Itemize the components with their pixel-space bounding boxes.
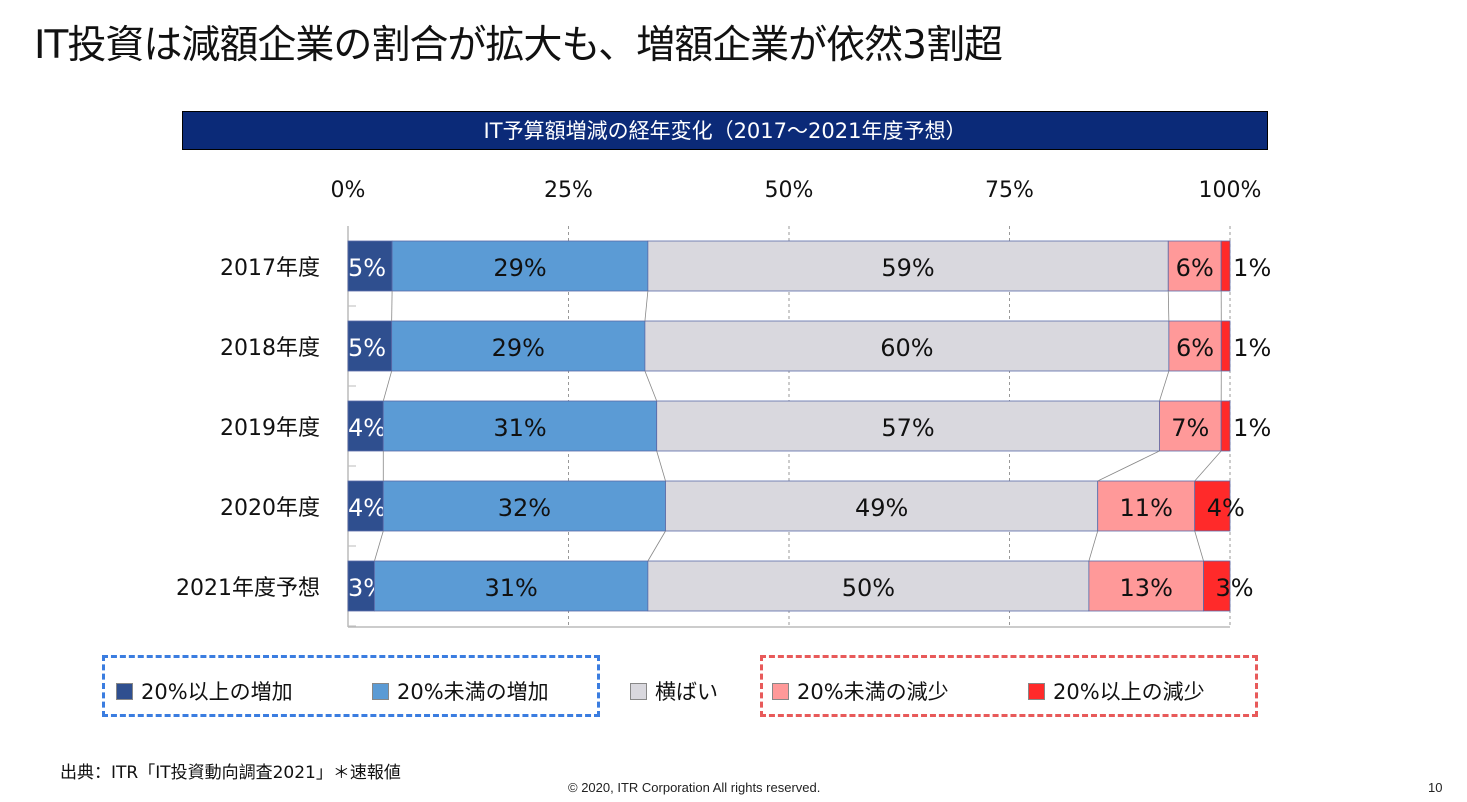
page-number: 10 <box>1428 780 1443 795</box>
bar-segment <box>1167 240 1222 292</box>
legend-label: 20%未満の減少 <box>797 680 949 704</box>
legend-swatch <box>372 682 389 700</box>
data-label: 6% <box>1176 334 1214 362</box>
bar-segment <box>656 400 1160 452</box>
bar-segment <box>391 320 646 372</box>
legend-item-flat: 横ばい <box>630 676 718 706</box>
data-label: 11% <box>1120 494 1173 522</box>
slide-title: IT投資は減額企業の割合が拡大も、増額企業が依然3割超 <box>34 23 1003 68</box>
connector-line <box>1194 450 1222 482</box>
bar-segment <box>1159 400 1222 452</box>
category-label: 2017年度 <box>220 256 320 281</box>
data-label: 59% <box>881 254 934 282</box>
bar-segment <box>382 480 666 532</box>
legend-swatch <box>772 682 789 700</box>
connector-line <box>644 290 649 322</box>
data-label: 4% <box>1207 494 1245 522</box>
legend-label: 20%以上の減少 <box>1053 680 1205 704</box>
connector-line <box>1167 290 1170 322</box>
bar-segment <box>647 560 1090 612</box>
data-label: 6% <box>1176 254 1214 282</box>
x-tick-label: 25% <box>544 178 593 203</box>
connector-line <box>374 530 384 562</box>
connector-line <box>1194 530 1204 562</box>
legend-swatch <box>630 682 647 700</box>
data-label: 29% <box>493 254 546 282</box>
legend-label: 20%未満の増加 <box>397 680 549 704</box>
data-label: 50% <box>842 574 895 602</box>
x-tick-label: 0% <box>331 178 366 203</box>
data-label: 31% <box>484 574 537 602</box>
bar-segment <box>1203 560 1231 612</box>
data-label: 60% <box>880 334 933 362</box>
bar-segment <box>1168 320 1222 372</box>
data-label: 1% <box>1233 334 1271 362</box>
category-label: 2021年度予想 <box>176 576 320 601</box>
connector-line <box>1159 370 1170 402</box>
data-label: 1% <box>1233 414 1271 442</box>
bar-segment <box>647 240 1169 292</box>
bar-segment <box>1220 320 1231 372</box>
data-label: 49% <box>855 494 908 522</box>
legend-group-increase <box>102 655 600 717</box>
data-label: 1% <box>1233 254 1271 282</box>
data-label: 29% <box>492 334 545 362</box>
bar-segment <box>1220 400 1231 452</box>
bar-segment <box>1220 240 1231 292</box>
data-label: 5% <box>348 254 386 282</box>
bar-segment <box>347 240 393 292</box>
bar-segment <box>1097 480 1196 532</box>
legend-item-large-decrease: 20%以上の減少 <box>1028 676 1205 706</box>
bar-segment <box>644 320 1170 372</box>
legend-label: 20%以上の増加 <box>141 680 293 704</box>
category-label: 2018年度 <box>220 336 320 361</box>
bar-segment <box>347 480 384 532</box>
legend-item-small-decrease: 20%未満の減少 <box>772 676 949 706</box>
data-label: 31% <box>493 414 546 442</box>
bar-segment <box>347 560 375 612</box>
legend-group-decrease <box>760 655 1258 717</box>
data-label: 57% <box>881 414 934 442</box>
connector-line <box>382 370 393 402</box>
data-label: 32% <box>498 494 551 522</box>
bar-segment <box>665 480 1099 532</box>
bar-segment <box>347 320 393 372</box>
x-tick-label: 100% <box>1199 178 1262 203</box>
source-note: 出典：ITR「IT投資動向調査2021」＊速報値 <box>60 763 401 783</box>
chart-title: IT予算額増減の経年変化（2017～2021年度予想） <box>182 111 1268 150</box>
legend-item-large-increase: 20%以上の増加 <box>116 676 293 706</box>
category-label: 2020年度 <box>220 496 320 521</box>
connector-line <box>647 530 666 562</box>
legend-swatch <box>1028 682 1045 700</box>
data-label: 13% <box>1120 574 1173 602</box>
connector-line <box>656 450 666 482</box>
data-label: 4% <box>348 414 386 442</box>
data-label: 7% <box>1171 414 1209 442</box>
legend-item-small-increase: 20%未満の増加 <box>372 676 549 706</box>
bar-segment <box>382 400 658 452</box>
category-label: 2019年度 <box>220 416 320 441</box>
connector-line <box>1097 450 1160 482</box>
data-label: 3% <box>1216 574 1254 602</box>
copyright: © 2020, ITR Corporation All rights reser… <box>568 780 821 795</box>
connector-line <box>1088 530 1099 562</box>
legend-swatch <box>116 682 133 700</box>
connector-line <box>644 370 658 402</box>
legend-label: 横ばい <box>655 680 718 704</box>
bar-segment <box>1194 480 1231 532</box>
x-tick-label: 50% <box>765 178 814 203</box>
data-label: 4% <box>348 494 386 522</box>
data-label: 5% <box>348 334 386 362</box>
x-tick-label: 75% <box>985 178 1034 203</box>
